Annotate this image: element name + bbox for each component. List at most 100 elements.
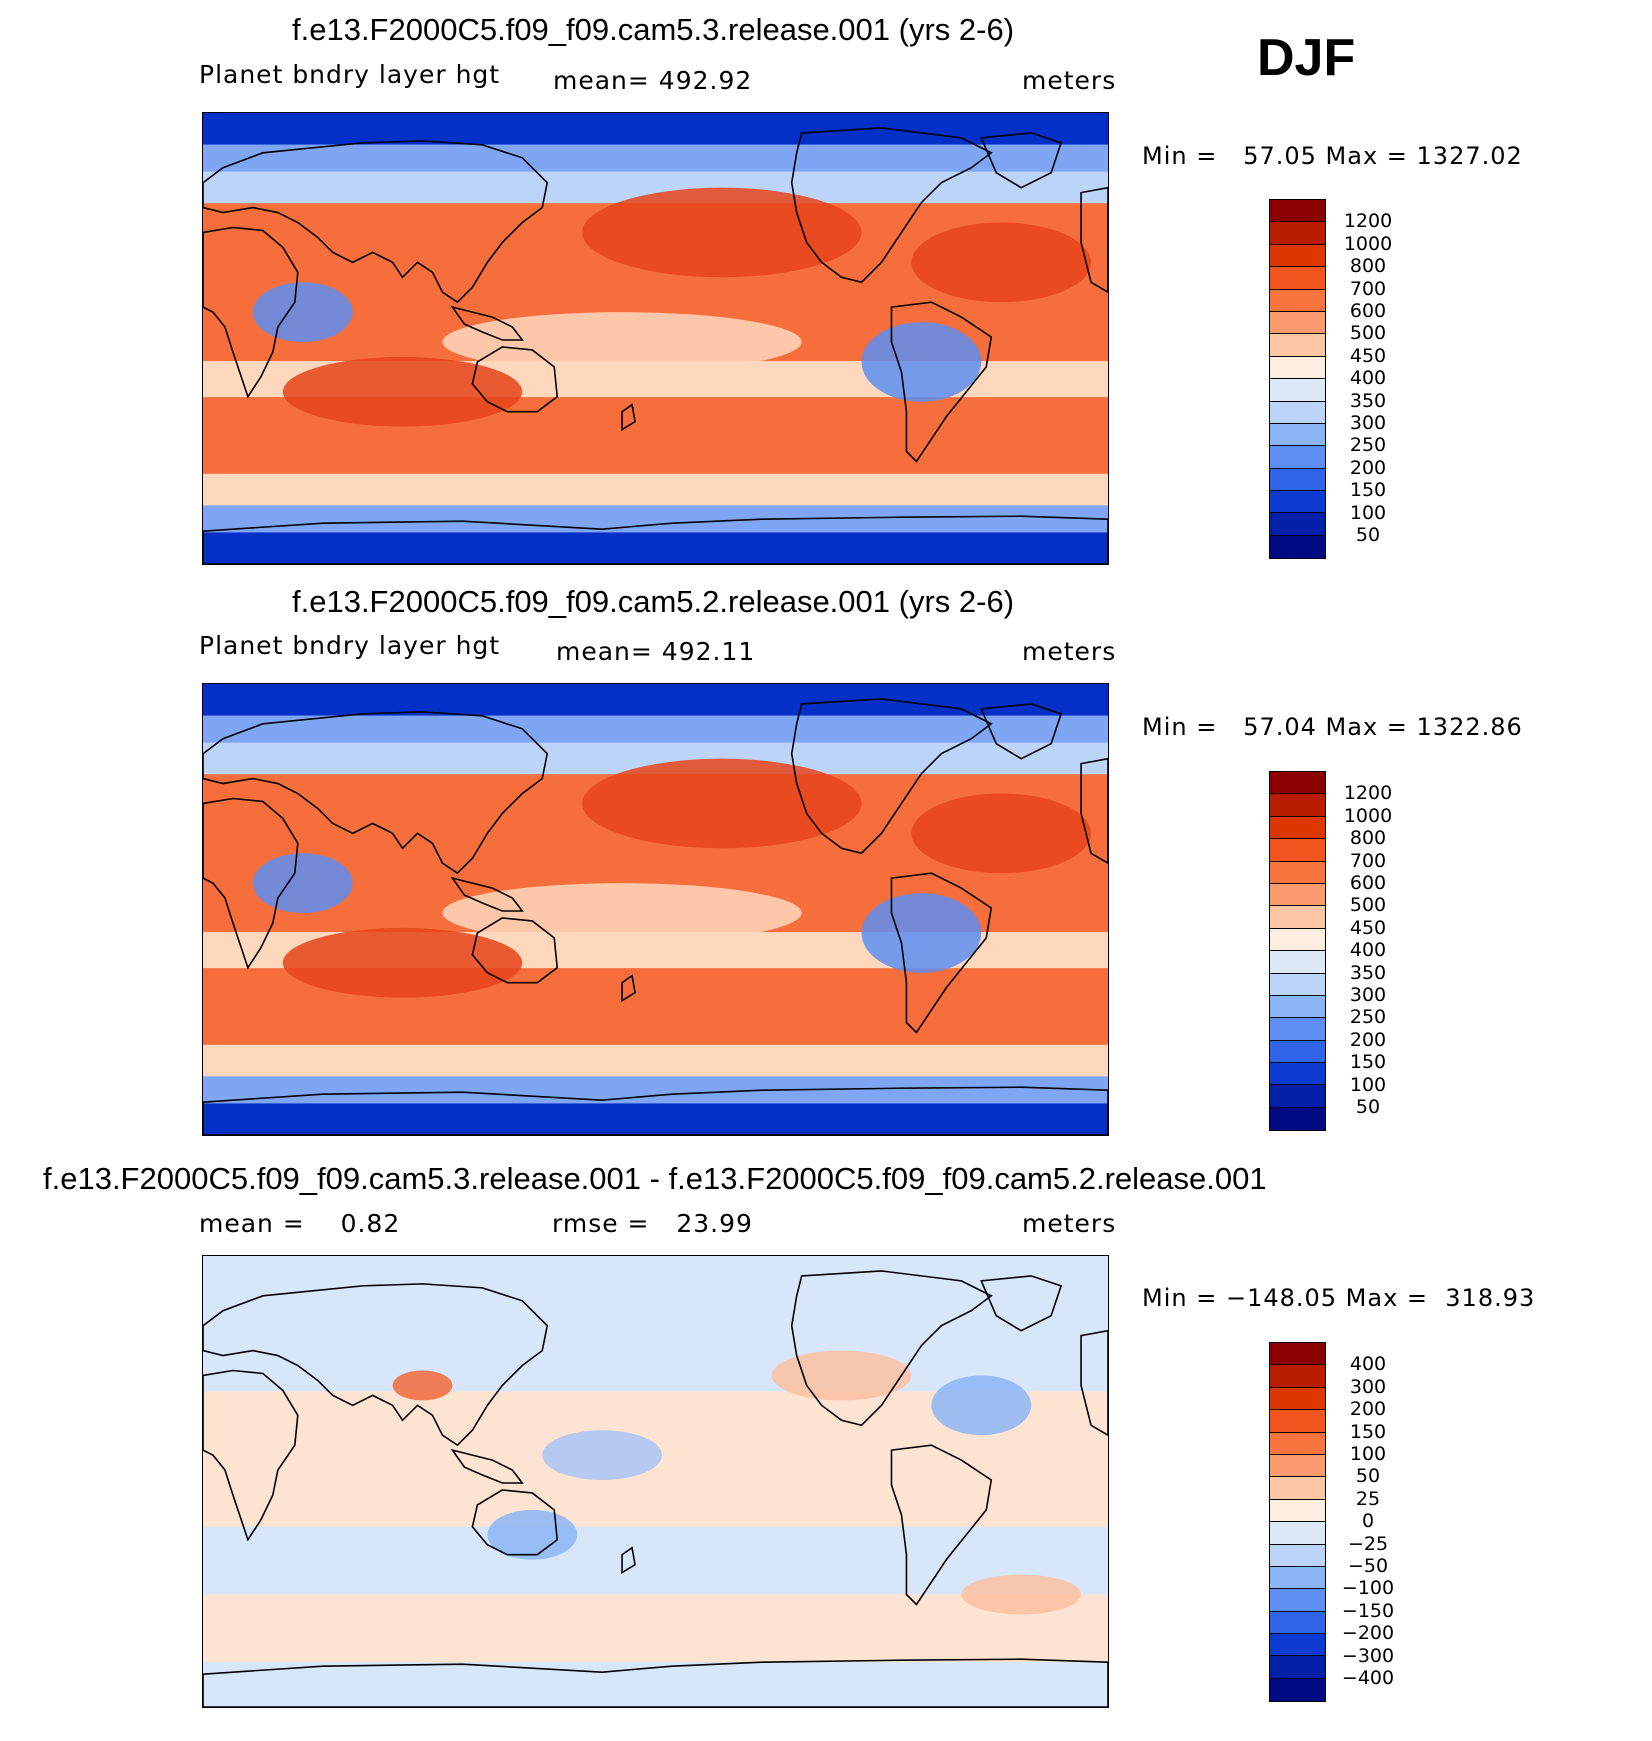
colorbar-swatch: [1270, 535, 1325, 559]
map-field-band: [203, 715, 1108, 744]
map-field-blob: [582, 758, 862, 849]
coastline: [471, 346, 559, 413]
colorbar-swatch: [1270, 1499, 1325, 1523]
colorbar: [1269, 1342, 1326, 1703]
colorbar-swatch: [1270, 200, 1325, 223]
colorbar-swatches: [1269, 199, 1326, 560]
coastline: [471, 917, 559, 984]
colorbar-swatch: [1270, 1040, 1325, 1064]
colorbar-swatch: [1270, 1107, 1325, 1131]
colorbar-swatch: [1270, 794, 1325, 817]
colorbar-label: 150: [1349, 1420, 1387, 1443]
map-field-blob: [911, 793, 1092, 874]
colorbar-label: 1000: [1343, 804, 1393, 827]
coastline: [621, 403, 636, 432]
panel-title: f.e13.F2000C5.f09_f09.cam5.3.release.001…: [292, 12, 1015, 47]
map-field-blob: [911, 222, 1092, 303]
map-field-band: [203, 473, 1108, 507]
colorbar-swatch: [1270, 772, 1325, 795]
colorbar-swatch: [1270, 1018, 1325, 1041]
colorbar-swatch: [1270, 1566, 1325, 1590]
colorbar-swatch: [1270, 973, 1325, 996]
colorbar-label: 200: [1349, 1398, 1387, 1421]
colorbar-swatch: [1270, 1611, 1325, 1635]
colorbar-swatch: [1270, 222, 1325, 245]
colorbar-label: 100: [1349, 1073, 1387, 1096]
variable-label: Planet bndry layer hgt: [199, 60, 501, 89]
map-field-blob: [931, 1375, 1032, 1436]
mean-label: mean= 492.11: [556, 637, 756, 666]
colorbar-label: 1000: [1343, 232, 1393, 255]
coastline: [790, 698, 993, 855]
map-field-band: [203, 1526, 1108, 1596]
colorbar-swatch: [1270, 244, 1325, 268]
colorbar-label: 700: [1349, 849, 1387, 872]
colorbar-label: 600: [1349, 872, 1387, 894]
colorbar-label: 400: [1349, 939, 1387, 962]
colorbar-swatch: [1270, 1432, 1325, 1455]
colorbar-swatch: [1270, 1522, 1325, 1545]
colorbar-label: 200: [1349, 1028, 1387, 1051]
colorbar-label: 600: [1349, 300, 1387, 322]
colorbar-swatch: [1270, 468, 1325, 492]
coastline: [790, 1270, 993, 1427]
coastline: [890, 872, 993, 1034]
colorbar-swatch: [1270, 513, 1325, 536]
map-field-band: [203, 1310, 1108, 1393]
colorbar-swatch: [1270, 839, 1325, 862]
colorbar-swatch: [1270, 1410, 1325, 1433]
colorbar: [1269, 771, 1326, 1132]
min-max-label: Min = 57.04 Max = 1322.86: [1142, 713, 1523, 741]
colorbar-swatch: [1270, 1477, 1325, 1500]
colorbar-swatch: [1270, 861, 1325, 884]
map-field-blob: [442, 883, 802, 943]
colorbar-swatch: [1270, 1589, 1325, 1612]
mean-label: mean = 0.82: [199, 1209, 401, 1238]
colorbar-swatch: [1270, 1085, 1325, 1108]
map-field-band: [203, 1594, 1108, 1663]
coastline: [471, 1489, 559, 1556]
colorbar-label: 150: [1349, 479, 1387, 502]
colorbar-swatch: [1270, 928, 1325, 952]
map-field-band: [203, 1256, 1108, 1312]
colorbar-label: 800: [1349, 255, 1387, 278]
coastline: [1080, 1329, 1108, 1437]
map-field-band: [203, 144, 1108, 173]
map-field-band: [203, 1044, 1108, 1078]
colorbar-swatch: [1270, 1544, 1325, 1567]
coastline: [980, 703, 1063, 760]
map-field-band: [203, 1076, 1108, 1105]
map-field-band: [203, 1661, 1108, 1707]
coastline: [890, 1444, 993, 1606]
coastline: [980, 1275, 1063, 1332]
colorbar-swatch: [1270, 1678, 1325, 1702]
map-field-blob: [252, 282, 353, 342]
colorbar-label: 100: [1349, 501, 1387, 524]
colorbar-swatches: [1269, 1342, 1326, 1703]
coastline: [890, 301, 993, 463]
coastline: [203, 140, 549, 304]
map-field-band: [203, 505, 1108, 534]
map-field-blob: [771, 1350, 912, 1401]
colorbar-label: 350: [1349, 961, 1387, 984]
colorbar-label: 1200: [1343, 210, 1393, 233]
coastline: [203, 1283, 549, 1447]
colorbar-label: 350: [1349, 389, 1387, 412]
colorbar-label: 700: [1349, 277, 1387, 300]
colorbar-swatch: [1270, 1365, 1325, 1388]
colorbar-swatch: [1270, 334, 1325, 357]
map-field-band: [203, 1103, 1108, 1135]
coastline: [621, 974, 636, 1003]
colorbar-label: −100: [1341, 1577, 1395, 1600]
colorbar-swatch: [1270, 1454, 1325, 1478]
colorbar-label: 500: [1349, 322, 1387, 345]
min-max-label: Min = −148.05 Max = 318.93: [1142, 1284, 1536, 1312]
map-plot: [202, 1255, 1109, 1708]
rmse-label: rmse = 23.99: [552, 1209, 753, 1238]
colorbar: [1269, 199, 1326, 560]
colorbar-label: 250: [1349, 434, 1387, 457]
colorbar-label: −200: [1341, 1622, 1395, 1645]
map-field-blob: [282, 356, 523, 427]
units-label: meters: [1022, 1209, 1117, 1238]
colorbar-swatch: [1270, 883, 1325, 907]
